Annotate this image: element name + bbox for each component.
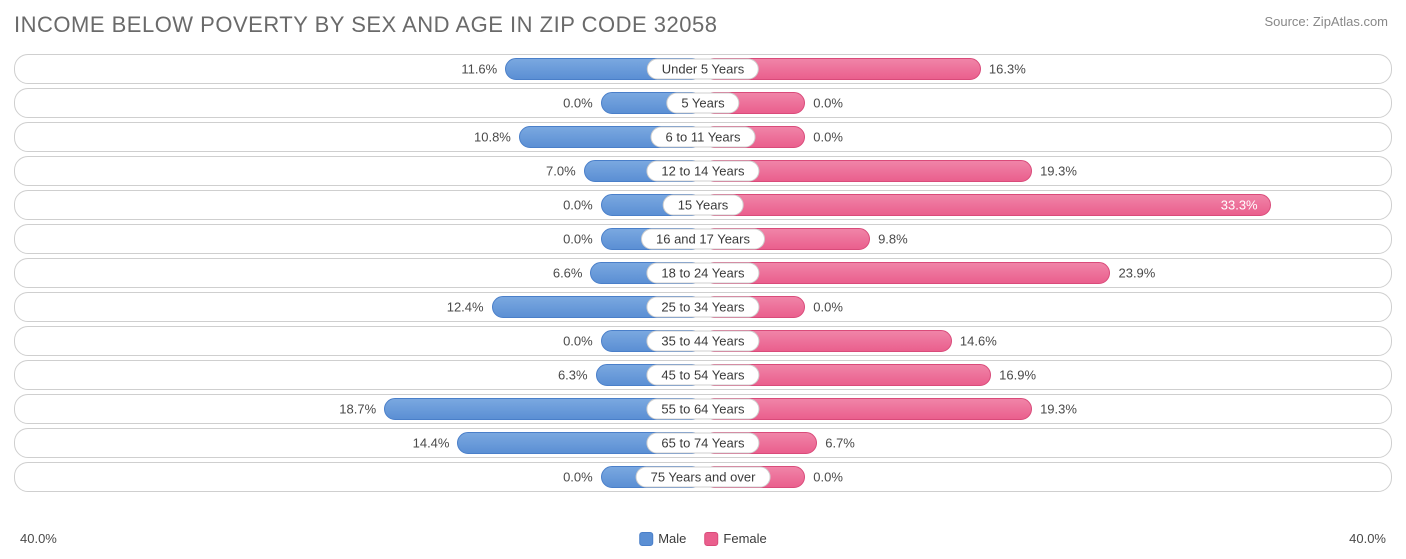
source-attribution: Source: ZipAtlas.com	[1264, 14, 1388, 29]
chart-row: 12.4% 0.0% 25 to 34 Years	[14, 292, 1392, 322]
age-group-label: Under 5 Years	[647, 59, 759, 80]
male-value: 10.8%	[474, 130, 511, 145]
age-group-label: 45 to 54 Years	[646, 365, 759, 386]
male-value: 11.6%	[461, 62, 497, 77]
legend: Male Female	[639, 531, 767, 546]
male-value: 18.7%	[339, 402, 376, 417]
age-group-label: 16 and 17 Years	[641, 229, 765, 250]
male-value: 0.0%	[563, 198, 593, 213]
axis-right-max: 40.0%	[1349, 531, 1386, 546]
female-value: 14.6%	[960, 334, 997, 349]
female-value: 16.3%	[989, 62, 1026, 77]
age-group-label: 6 to 11 Years	[651, 127, 756, 148]
female-bar	[703, 194, 1271, 216]
female-value: 23.9%	[1118, 266, 1155, 281]
female-swatch	[704, 532, 718, 546]
age-group-label: 35 to 44 Years	[646, 331, 759, 352]
female-value: 16.9%	[999, 368, 1036, 383]
chart-row: 6.3% 16.9% 45 to 54 Years	[14, 360, 1392, 390]
female-bar	[703, 262, 1110, 284]
chart-row: 0.0% 0.0% 5 Years	[14, 88, 1392, 118]
chart-row: 10.8% 0.0% 6 to 11 Years	[14, 122, 1392, 152]
female-value: 33.3%	[1221, 198, 1258, 213]
female-value: 0.0%	[813, 96, 843, 111]
male-value: 6.6%	[553, 266, 583, 281]
chart-row: 0.0% 9.8% 16 and 17 Years	[14, 224, 1392, 254]
legend-female: Female	[704, 531, 766, 546]
chart-row: 6.6% 23.9% 18 to 24 Years	[14, 258, 1392, 288]
male-value: 0.0%	[563, 334, 593, 349]
male-value: 14.4%	[413, 436, 450, 451]
legend-female-label: Female	[723, 531, 766, 546]
male-swatch	[639, 532, 653, 546]
chart-row: 11.6% 16.3% Under 5 Years	[14, 54, 1392, 84]
female-value: 0.0%	[813, 130, 843, 145]
chart-row: 18.7% 19.3% 55 to 64 Years	[14, 394, 1392, 424]
male-value: 0.0%	[563, 470, 593, 485]
female-value: 9.8%	[878, 232, 908, 247]
age-group-label: 15 Years	[663, 195, 744, 216]
female-value: 0.0%	[813, 300, 843, 315]
age-group-label: 75 Years and over	[636, 467, 771, 488]
diverging-bar-chart: 11.6% 16.3% Under 5 Years 0.0% 0.0% 5 Years 10…	[14, 54, 1392, 527]
female-value: 19.3%	[1040, 402, 1077, 417]
male-value: 7.0%	[546, 164, 576, 179]
age-group-label: 65 to 74 Years	[646, 433, 759, 454]
female-value: 0.0%	[813, 470, 843, 485]
male-value: 0.0%	[563, 96, 593, 111]
age-group-label: 12 to 14 Years	[646, 161, 759, 182]
age-group-label: 18 to 24 Years	[646, 263, 759, 284]
chart-row: 14.4% 6.7% 65 to 74 Years	[14, 428, 1392, 458]
chart-row: 7.0% 19.3% 12 to 14 Years	[14, 156, 1392, 186]
age-group-label: 5 Years	[666, 93, 739, 114]
chart-row: 0.0% 0.0% 75 Years and over	[14, 462, 1392, 492]
legend-male: Male	[639, 531, 686, 546]
chart-title: INCOME BELOW POVERTY BY SEX AND AGE IN Z…	[14, 12, 717, 38]
age-group-label: 55 to 64 Years	[646, 399, 759, 420]
chart-row: 0.0% 14.6% 35 to 44 Years	[14, 326, 1392, 356]
chart-row: 0.0% 33.3% 15 Years	[14, 190, 1392, 220]
x-axis: 40.0% 40.0% Male Female	[14, 531, 1392, 551]
male-value: 0.0%	[563, 232, 593, 247]
age-group-label: 25 to 34 Years	[646, 297, 759, 318]
male-value: 12.4%	[447, 300, 484, 315]
legend-male-label: Male	[658, 531, 686, 546]
female-value: 6.7%	[825, 436, 855, 451]
axis-left-max: 40.0%	[20, 531, 57, 546]
female-value: 19.3%	[1040, 164, 1077, 179]
male-value: 6.3%	[558, 368, 588, 383]
